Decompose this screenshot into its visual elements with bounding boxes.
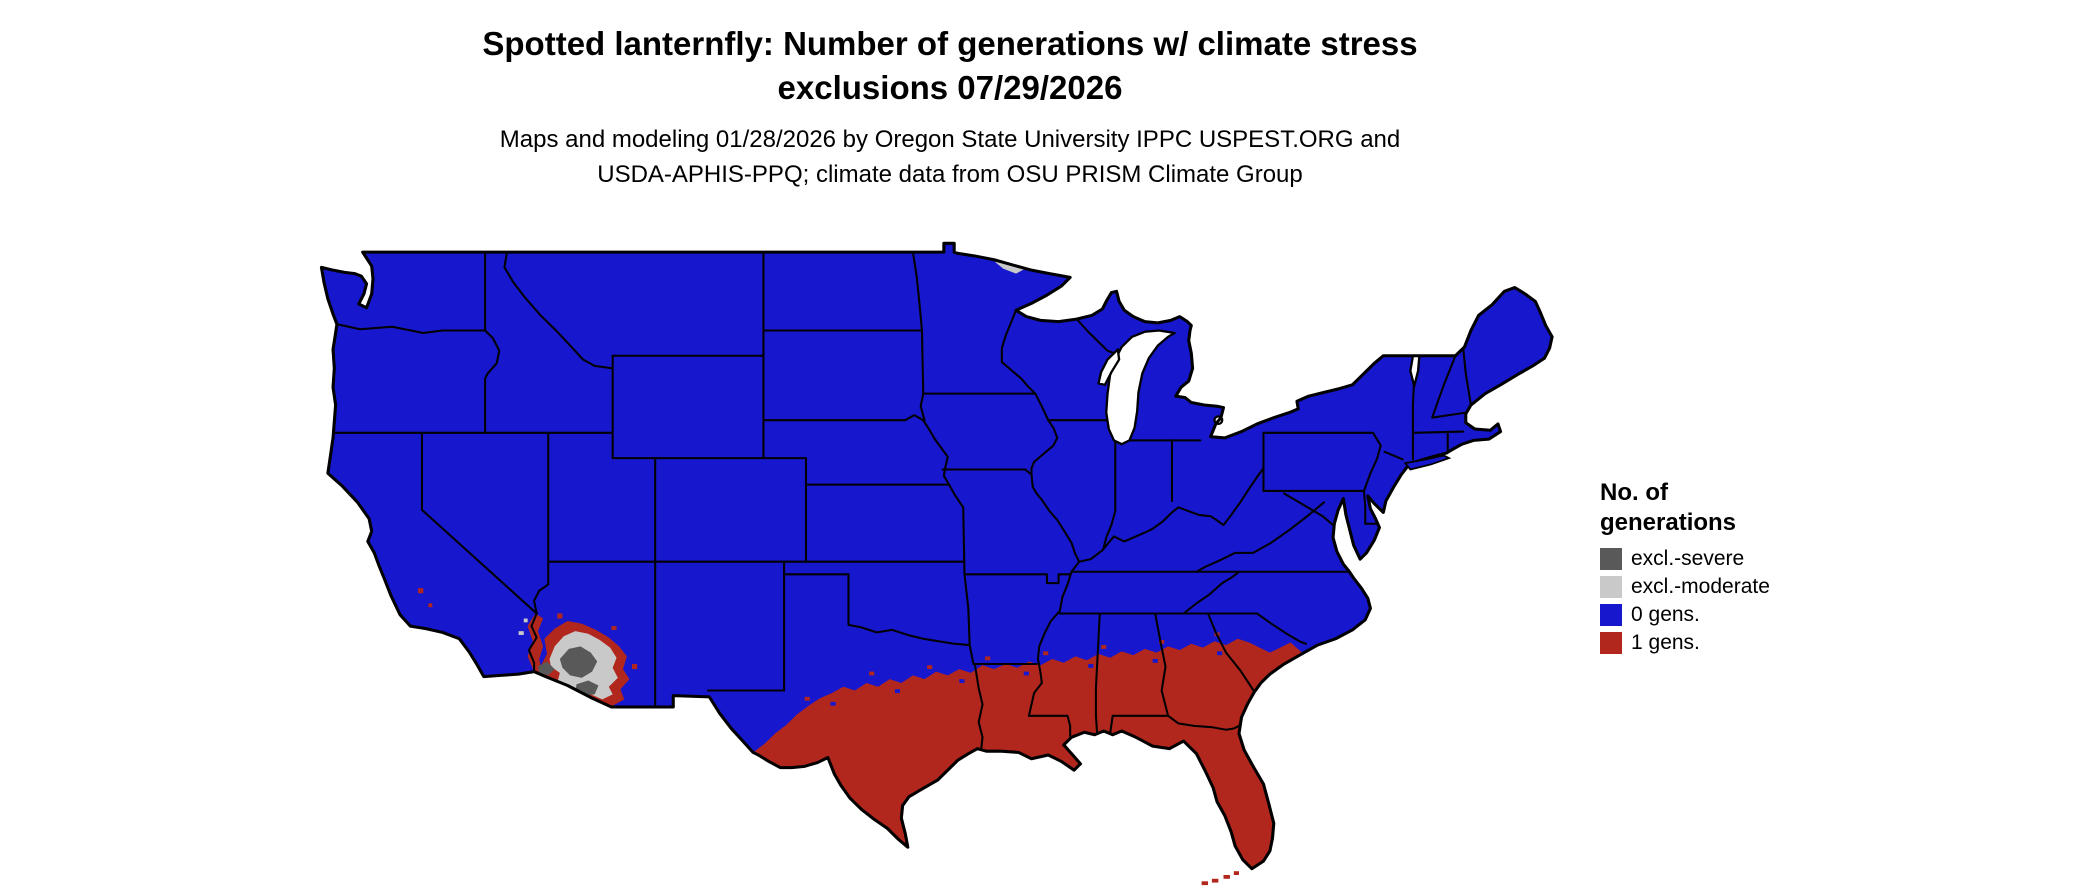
page-title-line1: Spotted lanternfly: Number of generation…: [482, 25, 1418, 62]
state-border-line: [1027, 714, 1072, 738]
legend-item-excl-severe: excl.-severe: [1600, 548, 1860, 570]
great-lakes: [1097, 329, 1421, 446]
green-bay: [1097, 348, 1121, 386]
state-border-line: [1000, 309, 1018, 364]
legend-title: No. of generations: [1600, 478, 1860, 538]
legend-label: 1 gens.: [1631, 631, 1700, 654]
swatch-color: [1600, 632, 1622, 654]
legend-swatch-excl-severe: [1600, 548, 1622, 570]
swatch-color: [1600, 576, 1622, 598]
region-excl-severe: [537, 258, 1015, 696]
gray-severe-arizona-1: [559, 646, 598, 678]
red-noise: [985, 656, 991, 661]
state-border-line: [1195, 501, 1326, 573]
state-border-line: [963, 573, 975, 666]
state-border-line: [1058, 612, 1308, 645]
red-noise: [804, 696, 810, 701]
state-border-line: [1182, 570, 1240, 615]
long-island: [1403, 454, 1452, 471]
legend-item-one-gen: 1 gens.: [1600, 632, 1860, 654]
florida-key: [1211, 878, 1219, 883]
state-border-line: [973, 663, 984, 750]
legend-swatch-excl-moderate: [1600, 576, 1622, 598]
state-border-line: [762, 414, 925, 422]
florida-key: [1233, 871, 1239, 875]
florida-key: [1223, 874, 1230, 879]
state-border-line: [1362, 489, 1381, 525]
state-border-line: [1154, 612, 1170, 717]
red-noise: [927, 665, 933, 670]
legend-item-excl-moderate: excl.-moderate: [1600, 576, 1860, 598]
blue-noise: [1088, 664, 1094, 668]
state-border-line: [1076, 319, 1115, 355]
red-noise: [557, 613, 563, 619]
state-borders: [324, 251, 1472, 750]
blue-noise: [1152, 658, 1158, 663]
legend-label: excl.-moderate: [1631, 575, 1770, 598]
gray-severe-yuma: [537, 661, 555, 676]
state-border-line: [527, 431, 550, 673]
red-noise: [1159, 640, 1165, 644]
red-noise: [418, 588, 424, 594]
blue-noise: [1217, 651, 1223, 656]
state-border-line: [1000, 361, 1081, 717]
legend-title-line2: generations: [1600, 509, 1737, 536]
page-subtitle: Maps and modeling 01/28/2026 by Oregon S…: [0, 122, 1900, 192]
page-title: Spotted lanternfly: Number of generation…: [0, 22, 1900, 110]
state-border-line: [1262, 431, 1404, 492]
map-legend: No. of generations excl.-severe excl.-mo…: [1600, 478, 1860, 660]
state-border-line: [783, 573, 971, 647]
legend-label: excl.-severe: [1631, 547, 1745, 570]
swatch-color: [1600, 604, 1622, 626]
page-subtitle-line1: Maps and modeling 01/28/2026 by Oregon S…: [499, 126, 1401, 153]
gray-moderate-speck: [1036, 264, 1044, 269]
blue-noise: [959, 679, 965, 683]
blue-noise: [1023, 671, 1029, 676]
page-title-line2: exclusions 07/29/2026: [777, 69, 1123, 106]
red-noise: [1101, 645, 1107, 649]
florida-key: [1201, 881, 1209, 886]
state-border-line: [1094, 612, 1101, 736]
state-border-line: [963, 573, 1072, 585]
red-noise: [428, 603, 433, 608]
blue-noise: [894, 689, 901, 694]
gray-moderate-speck: [523, 618, 528, 623]
state-border-line: [922, 419, 966, 576]
state-border-line: [335, 323, 487, 335]
state-border-line: [1109, 714, 1246, 735]
red-noise: [611, 626, 617, 630]
blue-noise-specks: [830, 651, 1223, 706]
legend-label: 0 gens.: [1631, 603, 1700, 626]
legend-swatch-one-gen: [1600, 632, 1622, 654]
state-border-line: [503, 251, 614, 370]
us-generations-map: [315, 237, 1565, 892]
state-border-line: [484, 251, 501, 434]
state-border-line: [1078, 467, 1265, 563]
lake-michigan: [1105, 329, 1176, 446]
blue-noise: [830, 701, 836, 706]
swatch-color: [1600, 548, 1622, 570]
florida-keys: [1201, 871, 1239, 886]
us-map-svg: [319, 241, 1554, 886]
state-border-line: [1411, 347, 1472, 461]
state-border-line: [941, 468, 1033, 476]
red-noise: [1043, 651, 1049, 656]
legend-swatch-zero-gens: [1600, 604, 1622, 626]
legend-title-line1: No. of: [1600, 479, 1668, 506]
state-border-line: [1102, 439, 1117, 549]
state-border-line: [911, 251, 926, 422]
page-subtitle-line2: USDA-APHIS-PPQ; climate data from OSU PR…: [597, 161, 1303, 188]
red-noise: [632, 664, 638, 670]
state-border-line: [1207, 612, 1256, 693]
gray-moderate-speck: [518, 631, 524, 635]
state-border-line: [420, 431, 538, 615]
legend-item-zero-gens: 0 gens.: [1600, 604, 1860, 626]
red-noise: [869, 671, 875, 676]
